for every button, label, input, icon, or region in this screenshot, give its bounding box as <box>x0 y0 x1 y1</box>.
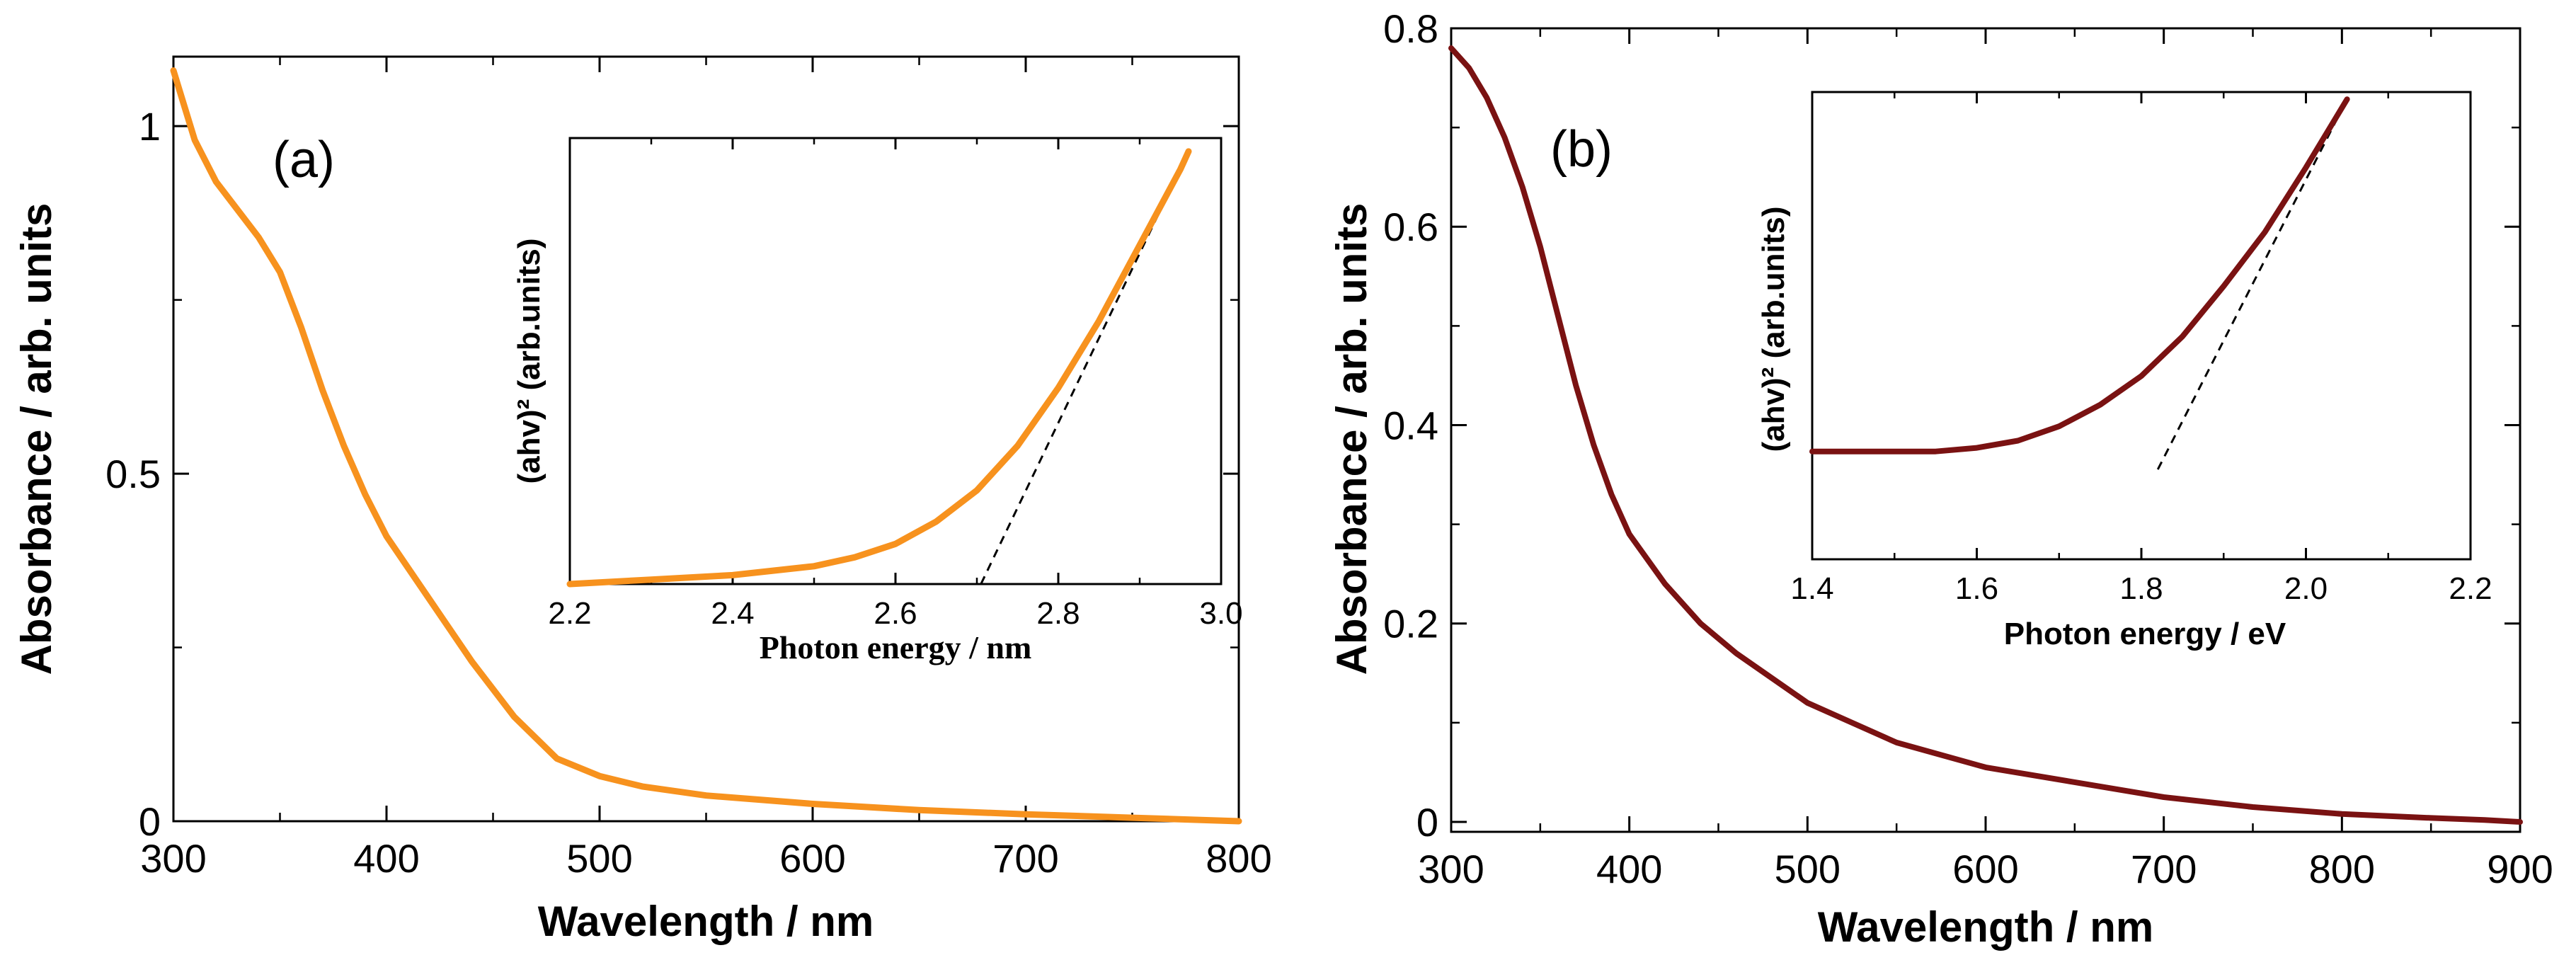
panel-a: 300 400 500 600 700 800 00.51 (a) Wavelength … <box>13 55 1272 945</box>
inset-y-axis-title-b: (ahv)² (arb.units) <box>1756 206 1791 452</box>
fit-line-b <box>2156 98 2348 470</box>
x-tick-label: 600 <box>1952 847 2018 891</box>
x-tick-label: 900 <box>2487 847 2553 891</box>
inset-x-axis-title-b: Photon energy / eV <box>2004 617 2286 651</box>
inset-frame-a <box>568 137 1223 585</box>
x-tick-labels-a: 300 400 500 600 700 800 <box>140 836 1271 881</box>
inset-b: 1.4 1.6 1.8 2.0 2.2 Photon energy / eV (ahv)… <box>1756 91 2492 651</box>
y-tick-label: 0.2 <box>1383 602 1438 646</box>
y-axis-title-b: Absorbance / arb. units <box>1328 203 1375 675</box>
y-tick-labels-a: 00.51 <box>105 104 161 844</box>
x-tick-label: 700 <box>992 836 1058 881</box>
x-tick-label: 400 <box>353 836 419 881</box>
x-tick-label: 300 <box>1418 847 1484 891</box>
panel-label-a: (a) <box>273 132 335 188</box>
inset-x-tick-label: 3.0 <box>1199 596 1242 631</box>
x-tick-label: 600 <box>779 836 845 881</box>
inset-x-tick-label: 2.2 <box>548 596 591 631</box>
y-tick-label: 0.8 <box>1383 6 1438 51</box>
series-line-a <box>170 67 1242 825</box>
x-tick-label: 300 <box>140 836 206 881</box>
series-line-b <box>1448 45 2523 825</box>
x-tick-label: 800 <box>1206 836 1271 881</box>
y-tick-labels-b: 0 0.2 0.4 0.6 0.8 <box>1383 6 1438 845</box>
inset-x-tick-labels-b: 1.4 1.6 1.8 2.0 2.2 <box>1790 571 2492 606</box>
y-tick-label: 0.5 <box>105 452 161 496</box>
x-tick-labels-b: 300 400 500 600 700 800 900 <box>1418 847 2553 891</box>
x-tick-label: 500 <box>566 836 632 881</box>
panel-b: 300 400 500 600 700 800 900 00.20.40.60.8 (b) … <box>1328 6 2553 951</box>
inset-x-tick-label: 2.8 <box>1036 596 1080 631</box>
inset-x-tick-label: 1.8 <box>2119 571 2163 606</box>
fit-line-a <box>980 151 1190 585</box>
y-tick-label: 0.6 <box>1383 205 1438 249</box>
ticks-b <box>1450 27 2521 832</box>
inset-ticks-a <box>568 138 1223 584</box>
inset-x-tick-label: 1.6 <box>1955 571 1998 606</box>
inset-ticks-b <box>1811 92 2472 559</box>
y-tick-label: 0 <box>1416 800 1438 845</box>
inset-x-tick-label: 1.4 <box>1790 571 1833 606</box>
inset-x-tick-label: 2.6 <box>874 596 917 631</box>
inset-series-line-a <box>566 148 1192 588</box>
panel-label-b: (b) <box>1550 121 1613 178</box>
inset-series-line-b <box>1809 96 2350 454</box>
inset-x-tick-label: 2.2 <box>2449 571 2492 606</box>
y-tick-label: 0.4 <box>1383 403 1438 447</box>
x-axis-title-b: Wavelength / nm <box>1818 903 2154 951</box>
x-tick-label: 700 <box>2131 847 2197 891</box>
x-axis-title-a: Wavelength / nm <box>538 898 874 945</box>
inset-a: 2.2 2.4 2.6 2.8 3.0 Photon energy / nm (ahv)… <box>512 137 1243 665</box>
inset-x-tick-label: 2.4 <box>711 596 754 631</box>
inset-x-tick-labels-a: 2.2 2.4 2.6 2.8 3.0 <box>548 596 1242 631</box>
inset-x-axis-title-a: Photon energy / nm <box>760 629 1032 665</box>
x-tick-label: 400 <box>1596 847 1662 891</box>
y-axis-title-a: Absorbance / arb. units <box>13 203 60 675</box>
x-tick-label: 800 <box>2309 847 2375 891</box>
x-tick-label: 500 <box>1775 847 1841 891</box>
inset-x-tick-label: 2.0 <box>2284 571 2328 606</box>
y-tick-label: 0 <box>139 799 161 844</box>
y-tick-label: 1 <box>139 104 161 149</box>
inset-frame-b <box>1811 91 2472 561</box>
inset-y-axis-title-a: (ahv)² (arb.units) <box>512 238 546 484</box>
